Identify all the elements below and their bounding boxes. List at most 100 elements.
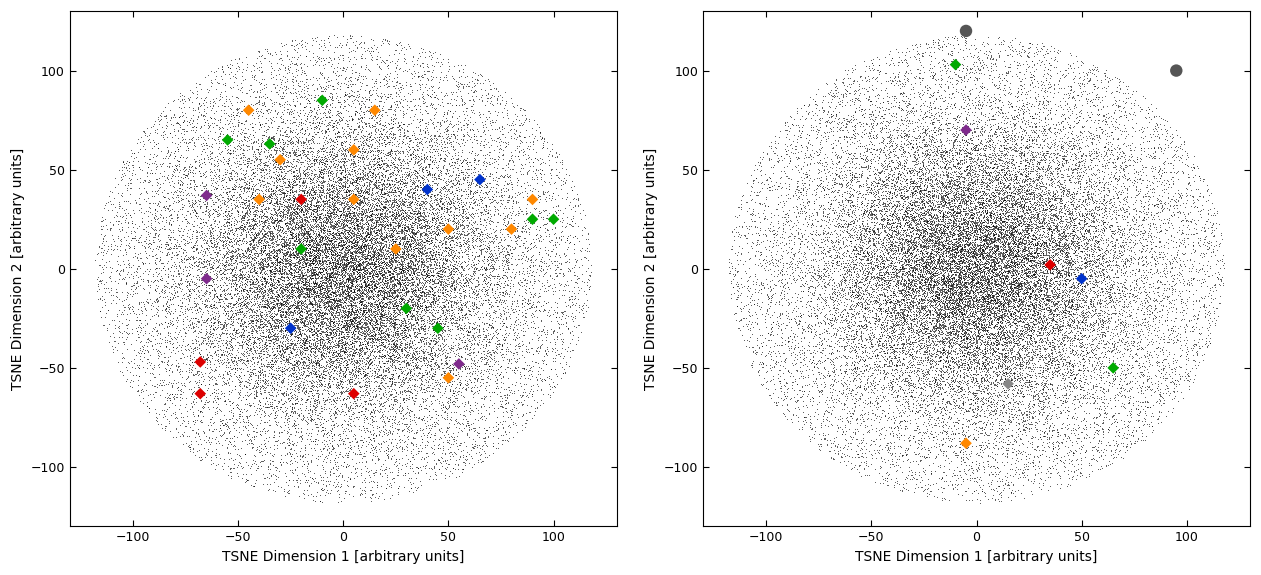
Point [1038, 296, 1058, 305]
Point [491, 290, 511, 299]
Point [322, 343, 342, 352]
Point [1096, 249, 1116, 258]
Point [1014, 167, 1034, 176]
Point [942, 263, 962, 273]
Point [343, 92, 363, 101]
Point [1024, 325, 1044, 334]
Point [941, 147, 961, 156]
Point [393, 265, 414, 274]
Point [797, 381, 817, 390]
Point [396, 250, 416, 259]
Point [221, 290, 241, 299]
Point [905, 414, 926, 423]
Point [388, 102, 409, 112]
Point [881, 331, 902, 340]
Point [966, 285, 986, 294]
Point [257, 361, 277, 370]
Point [387, 275, 407, 284]
Point [267, 247, 288, 256]
Point [1009, 292, 1029, 301]
Point [342, 307, 362, 316]
Point [572, 312, 593, 321]
Point [893, 97, 913, 106]
Point [886, 278, 907, 288]
Point [1154, 393, 1174, 402]
Point [815, 335, 835, 344]
Point [1055, 214, 1076, 224]
Point [1103, 394, 1124, 403]
Point [897, 178, 917, 187]
Point [921, 206, 941, 215]
Point [966, 217, 986, 226]
Point [482, 99, 502, 109]
Point [950, 307, 970, 316]
Point [1010, 173, 1030, 182]
Point [1159, 179, 1179, 189]
Point [899, 304, 919, 313]
Point [289, 329, 309, 338]
Point [366, 191, 386, 201]
Point [277, 336, 298, 345]
Point [953, 206, 973, 216]
Point [223, 320, 243, 329]
Point [308, 239, 328, 248]
Point [256, 128, 276, 137]
Point [1052, 247, 1072, 256]
Point [908, 185, 928, 194]
Point [963, 321, 984, 330]
Point [333, 243, 353, 252]
Point [876, 308, 897, 317]
Point [380, 260, 400, 269]
Point [744, 300, 764, 309]
Point [299, 237, 319, 247]
Point [337, 259, 357, 269]
Point [1068, 292, 1088, 301]
Point [1033, 391, 1053, 400]
Point [939, 227, 960, 236]
Point [902, 252, 922, 261]
Point [961, 154, 981, 163]
Point [888, 296, 908, 305]
Point [497, 301, 517, 310]
Point [395, 375, 415, 384]
Point [1155, 115, 1175, 124]
Point [835, 274, 855, 283]
Point [1016, 232, 1037, 242]
Point [1033, 204, 1053, 213]
Point [489, 243, 509, 252]
Point [860, 371, 880, 380]
Point [967, 301, 987, 310]
Point [1063, 248, 1083, 258]
Point [317, 225, 337, 234]
Point [958, 319, 979, 328]
Point [941, 264, 961, 273]
Point [202, 313, 222, 323]
Point [314, 64, 334, 73]
Point [296, 209, 317, 218]
Point [454, 226, 474, 235]
Point [1039, 408, 1059, 417]
Point [919, 231, 939, 240]
Point [994, 266, 1014, 275]
Point [786, 152, 806, 161]
Point [342, 97, 362, 106]
Point [298, 246, 318, 255]
Point [271, 161, 291, 170]
Point [864, 436, 884, 446]
Point [1053, 420, 1073, 429]
Point [965, 217, 985, 226]
Point [272, 239, 293, 248]
Point [158, 248, 178, 258]
Point [874, 271, 894, 280]
Point [171, 124, 192, 133]
Point [1173, 158, 1193, 167]
Point [362, 290, 382, 299]
Point [1016, 359, 1037, 368]
Point [1000, 184, 1020, 193]
Point [860, 100, 880, 109]
Point [880, 47, 900, 56]
Point [465, 309, 485, 318]
Point [986, 132, 1006, 141]
Point [378, 348, 398, 357]
Point [276, 241, 296, 250]
